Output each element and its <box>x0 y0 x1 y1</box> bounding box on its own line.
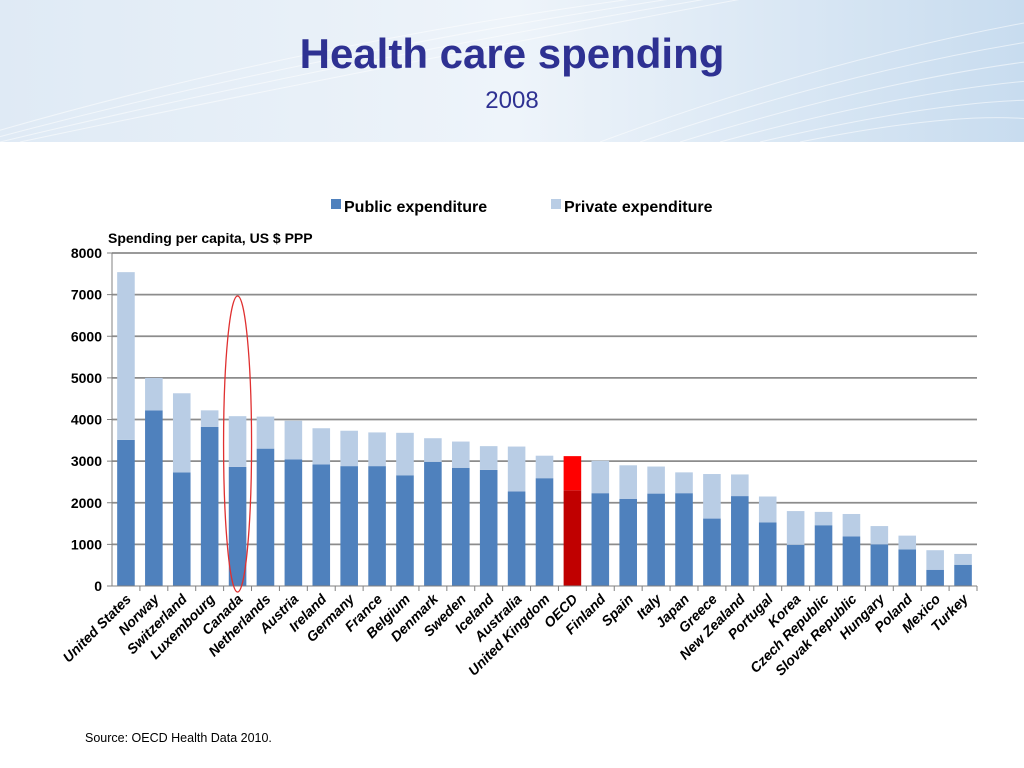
bar-public <box>786 544 805 586</box>
bar-private <box>228 416 247 467</box>
bar-private <box>954 553 972 565</box>
y-axis-ticks: 0 1000 2000 3000 4000 5000 6000 7000 8000 <box>71 245 112 594</box>
x-axis-labels: United StatesNorwaySwitzerlandLuxembourg… <box>59 586 978 679</box>
y-tick-label: 2000 <box>71 495 102 511</box>
bar-private <box>758 496 777 523</box>
bar-public <box>368 466 386 586</box>
x-category-label: Spain <box>598 591 636 629</box>
bar-private <box>507 446 526 492</box>
bar-public <box>703 518 721 586</box>
bar-public <box>200 426 219 586</box>
bar-private <box>200 410 219 427</box>
y-tick-label: 8000 <box>71 245 102 261</box>
bar-public <box>312 464 331 586</box>
bar-public <box>814 525 833 586</box>
bar-private <box>424 438 442 462</box>
bar-private <box>786 511 805 545</box>
bar-public <box>145 410 163 586</box>
legend-label-public: Public expenditure <box>344 199 487 216</box>
bar-private <box>591 460 610 494</box>
legend-swatch-public <box>331 199 341 209</box>
page-title: Health care spending <box>299 30 725 77</box>
bar-public <box>954 564 972 586</box>
bar-private <box>312 428 331 465</box>
y-tick-label: 0 <box>94 578 102 594</box>
bar-public <box>256 448 275 586</box>
bar-private <box>870 526 889 545</box>
bar-private <box>703 474 721 519</box>
bar-private <box>535 455 554 479</box>
bar-public <box>452 467 470 586</box>
source-note: Source: OECD Health Data 2010. <box>85 731 272 745</box>
header-banner <box>0 0 1024 142</box>
bar-private <box>814 511 833 526</box>
bar-private <box>675 472 693 494</box>
bars <box>117 272 972 586</box>
bar-private <box>368 432 386 467</box>
y-tick-label: 6000 <box>71 328 102 344</box>
highlight-ellipse <box>222 295 253 593</box>
bar-public <box>870 544 889 586</box>
bar-private <box>396 432 414 476</box>
bar-public <box>591 493 610 586</box>
bar-public <box>926 569 944 586</box>
bar-private <box>284 420 303 460</box>
bar-public <box>619 499 637 586</box>
bar-public <box>507 491 526 586</box>
bar-public <box>647 493 665 586</box>
bar-public <box>758 522 777 586</box>
bar-private <box>842 513 861 537</box>
bar-private <box>452 441 470 468</box>
y-tick-label: 3000 <box>71 453 102 469</box>
legend: Public expenditure Private expenditure <box>331 199 713 216</box>
y-tick-label: 5000 <box>71 370 102 386</box>
header-background <box>0 0 1024 142</box>
bar-private <box>479 446 498 470</box>
y-tick-label: 4000 <box>71 412 102 428</box>
bar-public <box>172 472 191 586</box>
bar-private <box>898 535 917 550</box>
legend-swatch-private <box>551 199 561 209</box>
bar-private <box>619 465 637 500</box>
bar-public <box>675 493 693 586</box>
y-axis-title: Spending per capita, US $ PPP <box>108 230 313 246</box>
bar-public <box>898 549 917 586</box>
bar-public <box>284 459 303 586</box>
bar-private <box>340 430 358 467</box>
bar-private <box>731 474 749 497</box>
bar-public <box>396 475 414 586</box>
bar-public <box>842 536 861 586</box>
bar-public <box>479 469 498 586</box>
stacked-bar-chart: 0 1000 2000 3000 4000 5000 6000 7000 8000 United… <box>59 199 978 679</box>
bar-private <box>172 393 191 473</box>
bar-public <box>563 490 582 586</box>
bar-private <box>563 456 582 491</box>
legend-label-private: Private expenditure <box>564 199 713 216</box>
bar-public <box>424 461 442 586</box>
bar-public <box>731 496 749 586</box>
bar-private <box>926 550 944 570</box>
bar-private <box>647 466 665 494</box>
bar-public <box>340 466 358 586</box>
bar-public <box>228 466 247 586</box>
bar-private <box>256 416 275 449</box>
bar-private <box>117 272 135 440</box>
page-subtitle: 2008 <box>485 87 539 114</box>
y-tick-label: 1000 <box>71 536 102 552</box>
y-tick-label: 7000 <box>71 287 102 303</box>
bar-private <box>145 377 163 411</box>
bar-public <box>117 439 135 586</box>
bar-public <box>535 478 554 586</box>
